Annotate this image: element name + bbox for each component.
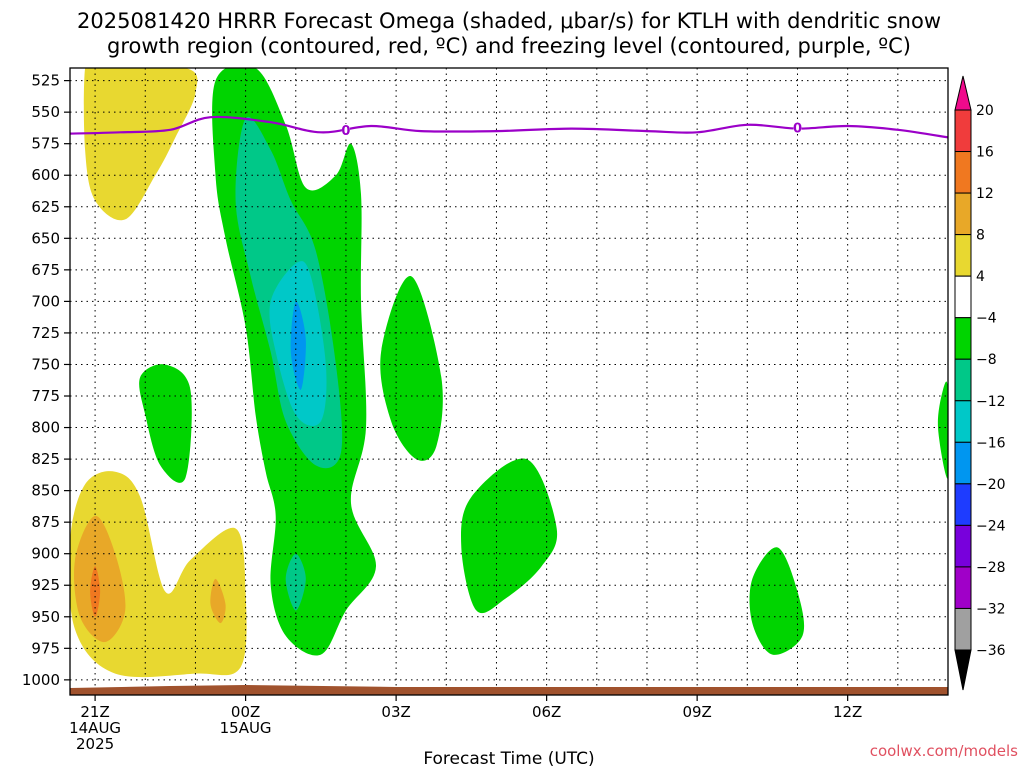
colorbar-label: −12 [976,394,1006,410]
y-tick-label: 725 [31,324,60,342]
y-tick-label: 800 [31,419,60,437]
y-tick-label: 675 [31,261,60,279]
credit-text: coolwx.com/models [870,742,1018,760]
y-tick-label: 525 [31,72,60,90]
freezing-level-label-bg [341,123,350,136]
y-tick-label: 775 [31,387,60,405]
x-tick-label: 12Z [833,703,862,721]
chart-title-line2: growth region (contoured, red, ºC) and f… [107,34,911,58]
y-tick-label: 650 [31,229,60,247]
y-tick-label: 550 [31,103,60,121]
colorbar-swatch [954,441,972,485]
colorbar-bottom-arrow [954,649,972,691]
colorbar-label: −8 [976,352,997,368]
colorbar-label: −36 [976,643,1006,659]
grid-lines [70,68,949,695]
omega-region-mid-downward-a [139,364,192,483]
y-tick-label: 825 [31,450,60,468]
terrain-strip [70,685,948,695]
colorbar-label: −20 [976,477,1006,493]
colorbar-swatch [954,483,972,526]
colorbar-label: −4 [976,311,997,327]
x-tick-label: 14AUG [69,719,121,737]
colorbar-label: 12 [976,186,994,202]
freezing-level-label-bg [793,121,802,134]
x-tick-label: 06Z [532,703,561,721]
freezing-level-line [70,115,948,139]
y-axis: 525 550 575 600 625 650 675 700 725 750 775 800 825 8… [22,72,70,689]
colorbar-label: 4 [976,269,985,285]
y-tick-label: 925 [31,576,60,594]
x-tick-label: 2025 [76,735,114,753]
omega-region-lower-upward-orange [74,515,126,643]
colorbar: 20 16 12 8 4 −4 −8 −12 −16 −20 −24 −28 −32 −36 [954,75,1006,691]
colorbar-label: 20 [976,103,994,119]
omega-region-mid-downward-c [460,458,558,614]
freezing-level-label: 0 [341,124,350,139]
colorbar-swatch [954,317,972,360]
omega-region-low-downward-teal [285,553,306,611]
x-tick-label: 15AUG [220,719,272,737]
omega-region-edge-downward [937,381,948,479]
colorbar-label: −16 [976,435,1006,451]
y-tick-label: 875 [31,513,60,531]
omega-region-main-downward-blue [290,301,306,390]
y-tick-label: 1000 [22,671,60,689]
y-tick-label: 975 [31,639,60,657]
colorbar-swatch [954,275,972,319]
colorbar-swatch [954,400,972,443]
y-tick-label: 575 [31,135,60,153]
x-tick-label: 03Z [381,703,410,721]
colorbar-swatch [954,234,972,277]
plot-frame [69,67,949,696]
y-tick-label: 950 [31,608,60,626]
colorbar-top-arrow [954,75,972,111]
colorbar-swatch [954,192,972,236]
colorbar-label: −32 [976,601,1006,617]
colorbar-swatch [954,566,972,609]
colorbar-swatch [954,524,972,568]
colorbar-label: 8 [976,228,985,244]
chart-title-line1: 2025081420 HRRR Forecast Omega (shaded, … [77,9,941,33]
y-tick-label: 750 [31,355,60,373]
omega-region-upper-upward [83,68,198,221]
colorbar-label: −24 [976,518,1006,534]
x-tick-label: 09Z [682,703,711,721]
y-tick-label: 850 [31,482,60,500]
omega-shading [70,68,948,678]
y-tick-label: 900 [31,545,60,563]
plot-border [69,67,949,696]
colorbar-swatch [954,151,972,194]
terrain-surface [70,685,948,695]
colorbar-label: 16 [976,145,994,161]
colorbar-swatch [954,607,972,651]
colorbar-swatch [954,358,972,402]
freezing-level-label: 0 [793,121,802,136]
y-tick-label: 600 [31,166,60,184]
colorbar-label: −28 [976,560,1006,576]
x-tick-label: 00Z [231,703,260,721]
y-tick-label: 625 [31,198,60,216]
x-tick-label: 21Z [80,703,109,721]
omega-region-late-downward [749,547,805,655]
colorbar-swatch [954,109,972,153]
x-axis-label: Forecast Time (UTC) [423,749,594,768]
y-tick-label: 700 [31,292,60,310]
omega-region-lower-upward-orange-east [210,578,226,624]
